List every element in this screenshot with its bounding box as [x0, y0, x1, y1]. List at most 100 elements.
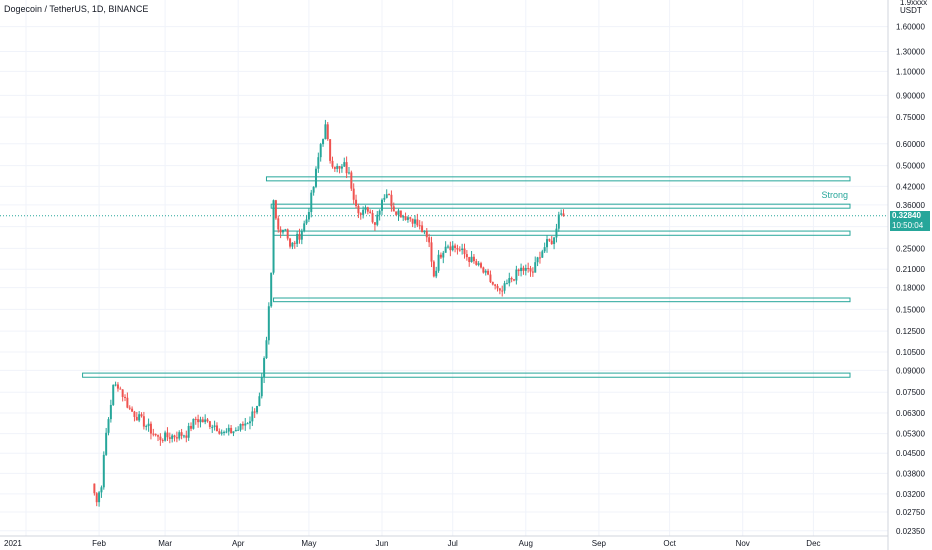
candle-body: [562, 213, 565, 216]
y-tick-label: 0.03800: [896, 469, 925, 478]
candle-body: [385, 194, 388, 198]
sr-zone: [273, 230, 851, 236]
x-tick-label: Dec: [806, 539, 820, 548]
y-tick-label: 0.02350: [896, 527, 925, 536]
candle-body: [347, 172, 350, 174]
candle-body: [230, 427, 233, 434]
candle-body: [371, 213, 374, 223]
candle-body: [494, 284, 497, 286]
candle-body: [388, 194, 391, 196]
candle-body: [182, 435, 185, 437]
candle-body: [397, 210, 400, 215]
candle-body: [145, 425, 148, 427]
candle-body: [140, 414, 143, 417]
y-tick-label: 0.04500: [896, 449, 925, 458]
candle-body: [206, 419, 209, 422]
candle-body: [550, 240, 553, 245]
candle-body: [263, 358, 266, 378]
candle-body: [480, 263, 483, 268]
y-tick-label: 0.10500: [896, 348, 925, 357]
candle-body: [126, 397, 129, 408]
last-price-label: 0.32840: [892, 210, 921, 220]
candle-body: [142, 416, 145, 427]
candle-body: [190, 425, 193, 429]
candle-body: [220, 432, 223, 434]
x-tick-label: Sep: [592, 539, 607, 548]
candle-body: [218, 431, 221, 434]
y-tick-label: 0.02750: [896, 508, 925, 517]
candle-body: [501, 290, 504, 292]
candle-body: [286, 229, 289, 239]
last-price-tag: 0.32840 10:50:04: [890, 210, 930, 231]
candle-body: [260, 377, 263, 397]
candle-body: [373, 222, 376, 225]
candle-body: [404, 216, 407, 220]
candle-body: [496, 285, 499, 289]
candle-body: [406, 217, 409, 220]
candle-body: [289, 238, 292, 247]
candle-body: [274, 200, 277, 219]
y-tick-label: 1.60000: [896, 23, 925, 32]
candle-body: [456, 248, 459, 250]
candle-body: [187, 425, 190, 438]
x-tick-label: Aug: [519, 539, 533, 548]
x-tick-label: Mar: [158, 539, 172, 548]
candle-body: [175, 437, 178, 439]
candle-body: [336, 166, 339, 169]
candle-body: [277, 218, 280, 230]
candle-body: [135, 416, 138, 421]
candle-body: [93, 483, 96, 494]
candle-body: [531, 271, 534, 273]
candle-body: [291, 242, 294, 247]
candle-body: [517, 269, 520, 272]
candle-body: [194, 418, 197, 420]
candle-body: [272, 200, 275, 273]
candle-body: [482, 267, 485, 273]
candle-body: [364, 207, 367, 210]
candle-body: [522, 267, 525, 271]
candle-body: [423, 230, 426, 233]
candle-body: [329, 139, 332, 161]
candle-body: [109, 404, 112, 420]
candle-body: [121, 389, 124, 397]
y-axis-unit: USDT: [900, 6, 922, 15]
candle-body: [234, 430, 237, 432]
candle-body: [248, 421, 251, 424]
y-tick-label: 0.06300: [896, 409, 925, 418]
candle-body: [557, 214, 560, 229]
y-tick-label: 0.75000: [896, 113, 925, 122]
candle-body: [489, 274, 492, 282]
candle-body: [149, 423, 152, 434]
candle-body: [312, 186, 315, 193]
candle-body: [310, 192, 313, 213]
candle-body: [211, 426, 214, 428]
sr-zone: [265, 176, 851, 182]
candle-body: [444, 246, 447, 253]
candle-body: [168, 437, 171, 439]
candle-body: [366, 207, 369, 212]
candle-body: [102, 454, 105, 488]
candle-body: [246, 423, 249, 425]
candle-body: [152, 433, 155, 435]
candle-body: [166, 432, 169, 438]
candle-body: [185, 435, 188, 438]
y-tick-label: 0.25000: [896, 244, 925, 253]
candle-body: [256, 405, 259, 413]
candle-body: [376, 214, 379, 225]
candle-body: [244, 423, 247, 426]
candle-body: [300, 230, 303, 240]
candle-body: [161, 439, 164, 441]
candle-body: [124, 396, 127, 398]
candle-body: [239, 423, 242, 430]
sr-zone: [273, 297, 851, 303]
candle-body: [199, 419, 202, 423]
candle-body: [105, 432, 108, 455]
candle-body: [279, 229, 282, 233]
candle-body: [227, 427, 230, 432]
candle-body: [555, 228, 558, 238]
candle-body: [484, 270, 487, 273]
candle-body: [265, 340, 268, 359]
candle-body: [439, 254, 442, 258]
candle-body: [395, 211, 398, 215]
